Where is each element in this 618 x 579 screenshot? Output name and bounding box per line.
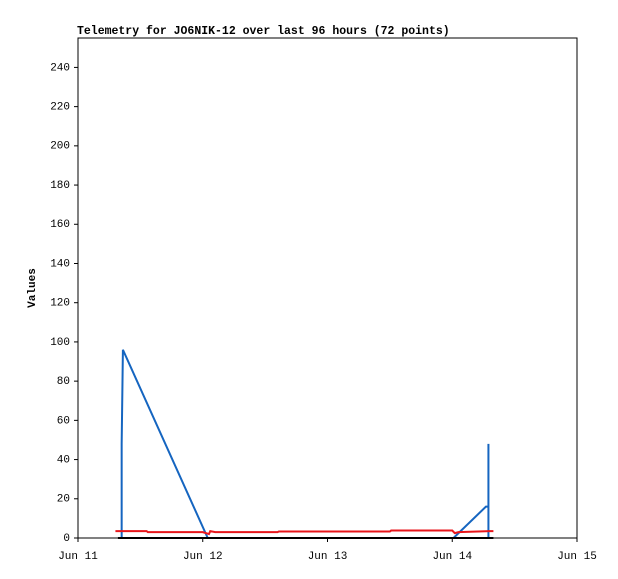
chart-title: Telemetry for JO6NIK-12 over last 96 hou… bbox=[77, 25, 450, 38]
x-tick-label: Jun 14 bbox=[432, 551, 472, 563]
y-tick-label: 160 bbox=[50, 219, 70, 231]
y-axis-label: Values bbox=[27, 268, 39, 308]
x-tick-label: Jun 12 bbox=[183, 551, 223, 563]
series-line bbox=[120, 349, 490, 539]
y-tick-label: 40 bbox=[57, 454, 70, 466]
y-tick-label: 240 bbox=[50, 62, 70, 74]
x-tick-label: Jun 15 bbox=[557, 551, 597, 563]
series-line bbox=[115, 529, 494, 536]
y-tick-label: 180 bbox=[50, 180, 70, 192]
plot-frame bbox=[77, 37, 578, 539]
y-tick-label: 0 bbox=[63, 533, 70, 545]
y-tick-label: 60 bbox=[57, 415, 70, 427]
y-tick-label: 100 bbox=[50, 337, 70, 349]
y-tick-label: 20 bbox=[57, 494, 70, 506]
x-tick-label: Jun 13 bbox=[308, 551, 348, 563]
y-tick-label: 220 bbox=[50, 102, 70, 114]
y-tick-label: 200 bbox=[50, 141, 70, 153]
y-tick-label: 120 bbox=[50, 298, 70, 310]
y-tick-label: 140 bbox=[50, 258, 70, 270]
x-tick-label: Jun 11 bbox=[58, 551, 98, 563]
y-tick-label: 80 bbox=[57, 376, 70, 388]
